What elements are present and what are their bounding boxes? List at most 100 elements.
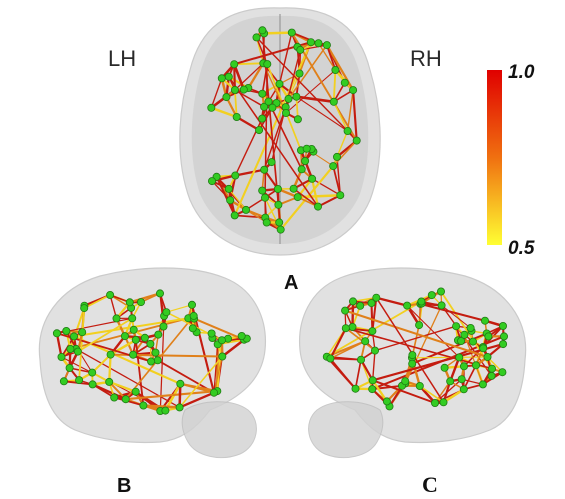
right-lateral-node: [415, 321, 424, 330]
right-lateral-node: [499, 340, 508, 349]
left-lateral-node: [175, 403, 184, 412]
axial-node: [268, 103, 277, 112]
cerebellum-right: [308, 401, 384, 458]
left-lateral-node: [218, 352, 227, 361]
right-lateral-node: [430, 398, 439, 407]
left-lateral-edge: [83, 294, 111, 309]
axial-edge: [247, 62, 265, 90]
right-lateral-edge: [370, 302, 374, 333]
right-lateral-node: [446, 377, 455, 386]
network-nodes-right-lateral: [322, 287, 508, 411]
axial-node: [258, 114, 267, 123]
left-lateral-edge: [179, 356, 223, 408]
left-lateral-node: [153, 356, 162, 365]
axial-edge: [332, 69, 337, 103]
network-nodes-axial: [207, 26, 361, 234]
right-lateral-node: [348, 297, 357, 306]
axial-node: [224, 72, 233, 81]
axial-edge: [332, 165, 342, 197]
right-lateral-node: [372, 293, 381, 302]
right-lateral-node: [466, 323, 475, 332]
left-lateral-edge: [108, 353, 112, 384]
left-lateral-edge: [159, 292, 165, 328]
right-lateral-edge: [344, 309, 488, 358]
left-lateral-node: [73, 347, 82, 356]
axial-edge: [352, 89, 358, 142]
axial-edge: [296, 96, 348, 132]
axial-node: [306, 38, 315, 47]
panel-b-left-lateral-view: [38, 267, 267, 458]
axial-edge: [210, 77, 223, 109]
left-lateral-node: [207, 329, 216, 338]
left-lateral-node: [78, 328, 87, 337]
right-lateral-edge: [441, 304, 471, 329]
axial-edge: [233, 62, 265, 66]
right-lateral-edge: [329, 327, 347, 360]
right-lateral-node: [415, 381, 424, 390]
axial-node: [226, 196, 235, 205]
axial-edge: [285, 69, 336, 114]
left-lateral-edge: [77, 317, 133, 353]
left-lateral-node: [209, 388, 218, 397]
axial-edge: [287, 72, 301, 100]
axial-edge: [299, 44, 328, 51]
axial-node: [301, 156, 310, 165]
right-lateral-edge: [329, 357, 357, 390]
axial-node: [273, 184, 282, 193]
axial-node: [230, 211, 239, 220]
right-lateral-node: [498, 368, 507, 377]
axial-edge: [325, 44, 337, 71]
left-lateral-node: [88, 368, 97, 377]
right-lateral-edge: [354, 358, 362, 390]
axial-node: [293, 193, 302, 202]
left-lateral-node: [139, 401, 148, 410]
right-lateral-node: [403, 301, 412, 310]
panel-label-a: A: [284, 272, 299, 294]
axial-node: [241, 205, 250, 214]
axial-edge: [235, 115, 261, 132]
axial-edge: [255, 36, 349, 132]
left-lateral-node: [131, 335, 140, 344]
left-lateral-node: [106, 350, 115, 359]
right-lateral-node: [478, 380, 487, 389]
right-lateral-edge: [418, 385, 445, 404]
left-lateral-node: [80, 304, 89, 313]
left-lateral-edge: [221, 338, 246, 358]
axial-node: [329, 97, 338, 106]
axial-node: [314, 39, 323, 48]
axial-node: [296, 45, 305, 54]
left-lateral-node: [189, 311, 198, 320]
right-lateral-node: [417, 297, 426, 306]
left-lateral-node: [105, 377, 114, 386]
axial-node: [264, 97, 273, 106]
left-lateral-edge: [128, 292, 162, 304]
axial-edge: [232, 62, 246, 91]
right-lateral-edge: [329, 340, 366, 360]
axial-edge: [262, 31, 294, 35]
right-lateral-node: [368, 385, 377, 394]
right-lateral-node: [408, 351, 417, 360]
right-lateral-node: [499, 332, 508, 341]
axial-node: [258, 89, 267, 98]
axial-node: [258, 26, 267, 35]
axial-node: [289, 184, 298, 193]
axial-node: [343, 127, 352, 136]
right-lateral-node: [437, 301, 446, 310]
left-lateral-node: [121, 395, 130, 404]
axial-edge: [295, 95, 336, 104]
right-lateral-node: [487, 364, 496, 373]
axial-node: [322, 41, 331, 50]
right-lateral-node: [439, 398, 448, 407]
left-hemisphere-label: LH: [108, 46, 137, 71]
axial-node: [260, 165, 269, 174]
right-lateral-node: [382, 397, 391, 406]
right-lateral-node: [356, 355, 365, 364]
right-lateral-node: [370, 346, 379, 355]
left-lateral-edge: [109, 294, 118, 320]
left-lateral-node: [88, 380, 97, 389]
axial-node: [292, 92, 301, 101]
right-lateral-node: [436, 287, 445, 296]
left-lateral-node: [59, 377, 68, 386]
axial-node: [274, 200, 283, 209]
